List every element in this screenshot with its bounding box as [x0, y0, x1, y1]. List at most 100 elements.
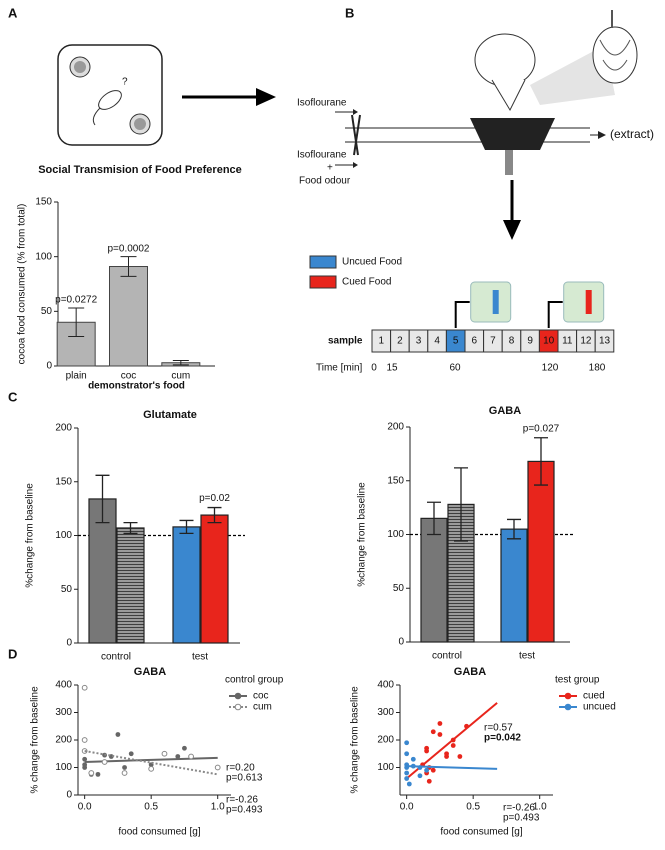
legend-marker: [564, 703, 572, 711]
legend-label: uncued: [583, 702, 616, 713]
y-tick-label: 50: [41, 306, 53, 317]
food-icon: [492, 290, 499, 314]
point: [457, 754, 463, 759]
legend-marker: [234, 703, 242, 711]
x-group-label: test: [192, 652, 208, 663]
legend-label: cued: [583, 691, 605, 702]
chart-title: Social Transmision of Food Preference: [38, 164, 242, 176]
legend-swatch: [309, 255, 337, 269]
point: [182, 745, 187, 751]
point: [81, 684, 88, 691]
error-bar: [427, 501, 441, 536]
y-tick-label: 50: [393, 583, 405, 594]
stat-label: r=-0.26: [503, 803, 535, 814]
sample-number: 6: [472, 336, 478, 347]
time-tick-label: 180: [589, 363, 606, 374]
p-value: p=0.02: [199, 493, 230, 504]
point: [82, 765, 88, 770]
y-tick-label: 300: [55, 707, 72, 718]
legend-title: test group: [555, 675, 600, 686]
p-value: p=0.027: [523, 423, 560, 434]
setup-diagram: [335, 10, 638, 175]
x-axis-label: food consumed [g]: [440, 827, 522, 838]
sample-number: 4: [434, 336, 440, 347]
error-bar: [120, 256, 137, 277]
y-tick-label: 0: [398, 637, 404, 648]
sample-number: 1: [379, 336, 385, 347]
y-tick-label: 50: [61, 584, 73, 595]
panel-label: D: [8, 646, 17, 661]
x-tick-label: 0.0: [400, 802, 414, 813]
point: [406, 781, 412, 787]
sample-number: 13: [599, 336, 611, 347]
y-tick-label: 100: [377, 762, 394, 773]
question-mark: ?: [122, 77, 128, 88]
sample-arrow: [454, 301, 470, 328]
panel-label: A: [8, 5, 18, 20]
bar: [200, 514, 229, 644]
y-tick-label: 100: [55, 762, 72, 773]
bar: [172, 526, 201, 644]
time-tick-label: 0: [371, 363, 377, 374]
error-bar: [207, 506, 222, 524]
sample-number: 7: [490, 336, 496, 347]
x-axis-label: demonstrator's food: [88, 381, 185, 392]
x-tick-label: coc: [121, 371, 137, 382]
error-bar: [95, 474, 110, 524]
time-tick-label: 60: [449, 363, 461, 374]
y-tick-label: 200: [387, 422, 404, 433]
point: [450, 743, 456, 748]
cage-icon: [470, 281, 512, 323]
x-tick-label: 1.0: [211, 802, 225, 813]
y-tick-label: 150: [387, 475, 404, 486]
point: [101, 759, 108, 765]
y-axis-label: % change from baseline: [30, 686, 41, 794]
y-tick-label: 200: [55, 423, 72, 434]
y-axis-label: cocoa food consumed (% from total): [17, 204, 28, 365]
sample-number: 10: [543, 336, 555, 347]
time-tick-label: 120: [542, 363, 559, 374]
point: [444, 754, 449, 759]
error-bar: [454, 467, 468, 542]
x-axis-label: food consumed [g]: [118, 827, 200, 838]
sample-number: 8: [509, 336, 515, 347]
p-value: p=0.0002: [108, 243, 150, 254]
y-tick-label: 0: [66, 638, 72, 649]
point: [82, 756, 88, 762]
point: [121, 770, 128, 776]
legend-label: Uncued Food: [342, 257, 402, 268]
point: [437, 732, 443, 737]
y-tick-label: 150: [55, 476, 72, 487]
point: [430, 767, 436, 773]
bar: [500, 528, 528, 643]
y-tick-label: 100: [35, 251, 52, 262]
bar: [116, 527, 145, 644]
inlet-label: Food odour: [299, 176, 351, 187]
point: [430, 729, 436, 735]
inlet-label: Isoflourane: [297, 150, 347, 161]
sample-number: 12: [580, 336, 592, 347]
chart-title: GABA: [134, 666, 166, 678]
time-tick-label: 15: [386, 363, 398, 374]
stat-label: p=0.613: [226, 773, 263, 784]
point: [214, 764, 221, 771]
point: [437, 721, 443, 726]
y-tick-label: 100: [55, 530, 72, 541]
point: [426, 778, 432, 784]
point: [404, 751, 410, 757]
y-axis-label: %change from baseline: [25, 483, 36, 588]
inlet-label: Isoflourane: [297, 98, 347, 109]
legend-swatch: [309, 275, 337, 289]
point: [95, 771, 101, 777]
stat-label: p=0.493: [226, 805, 263, 816]
point: [88, 770, 95, 776]
error-bar: [68, 307, 85, 337]
stat-label: r=0.57: [484, 723, 513, 734]
y-tick-label: 200: [377, 735, 394, 746]
chart-title: GABA: [454, 666, 486, 678]
x-tick-label: 0.0: [78, 802, 92, 813]
stat-label: r=0.20: [226, 763, 255, 774]
chart-title: GABA: [489, 405, 521, 417]
error-bar: [123, 521, 138, 534]
row-label: sample: [328, 336, 363, 347]
